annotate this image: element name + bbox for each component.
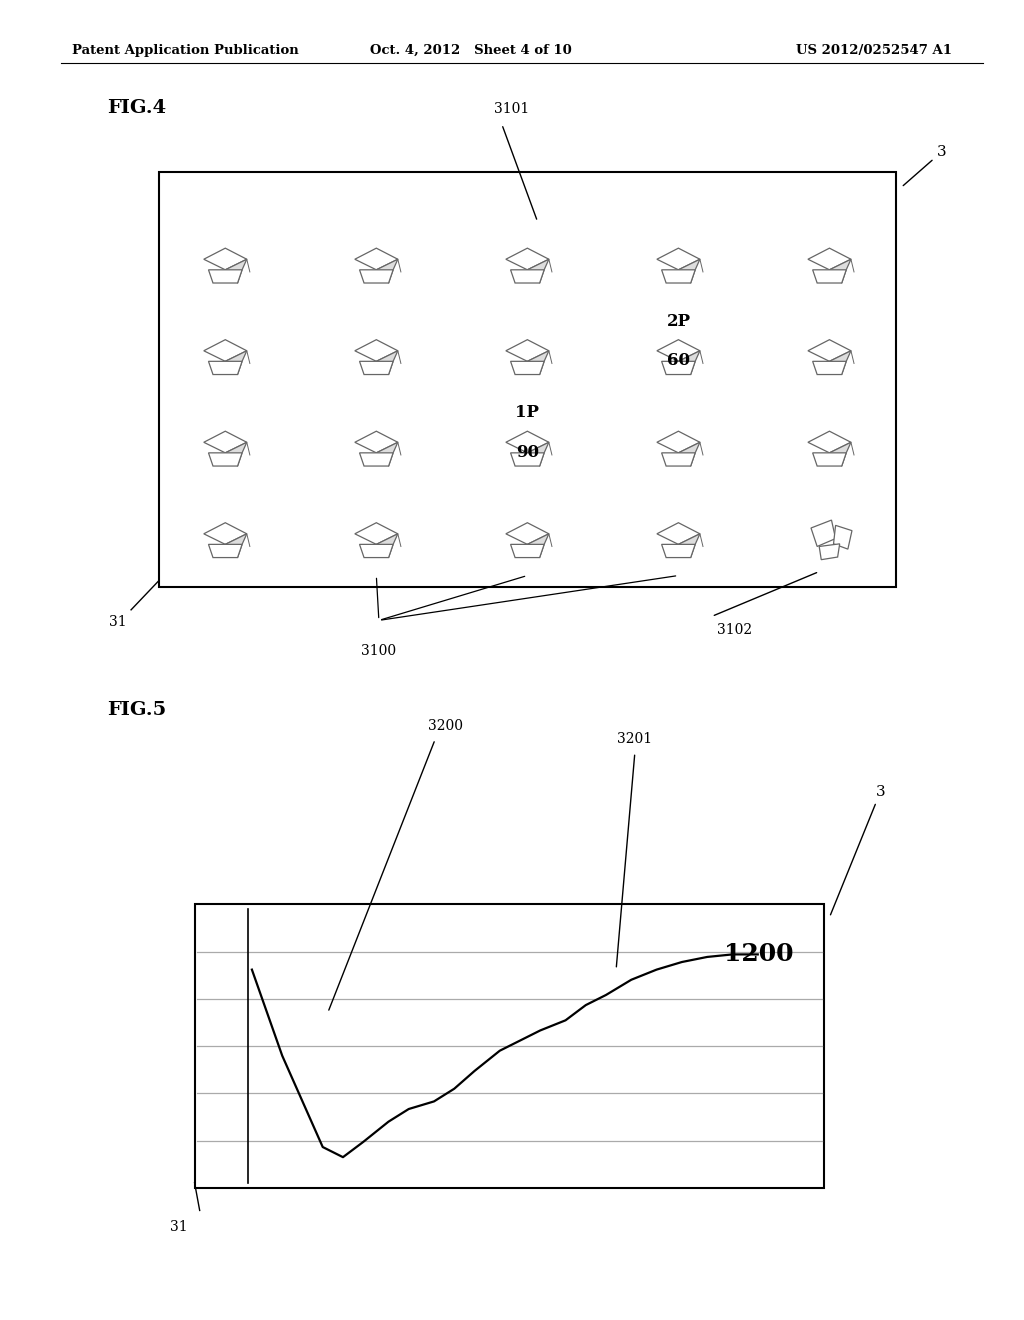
Text: 90: 90 — [516, 444, 539, 461]
Polygon shape — [225, 259, 247, 282]
Polygon shape — [811, 520, 836, 546]
Text: 31: 31 — [170, 1220, 188, 1234]
Bar — [159, 172, 896, 587]
Polygon shape — [679, 351, 700, 375]
Text: 3102: 3102 — [717, 623, 752, 638]
Polygon shape — [662, 453, 695, 466]
Polygon shape — [662, 362, 695, 375]
Polygon shape — [657, 432, 700, 453]
Polygon shape — [808, 432, 851, 453]
Polygon shape — [204, 339, 247, 362]
Polygon shape — [813, 269, 846, 282]
Polygon shape — [829, 442, 851, 466]
Polygon shape — [511, 453, 544, 466]
Polygon shape — [829, 351, 851, 375]
Text: US 2012/0252547 A1: US 2012/0252547 A1 — [797, 44, 952, 57]
Polygon shape — [819, 544, 840, 560]
Text: 3100: 3100 — [361, 644, 396, 659]
Polygon shape — [527, 259, 549, 282]
Polygon shape — [808, 339, 851, 362]
Polygon shape — [377, 259, 398, 282]
Bar — [195, 904, 824, 1188]
Text: 31: 31 — [109, 615, 127, 630]
Polygon shape — [377, 533, 398, 557]
Polygon shape — [662, 544, 695, 557]
Polygon shape — [679, 442, 700, 466]
Text: 1P: 1P — [515, 404, 540, 421]
Polygon shape — [355, 523, 398, 544]
Polygon shape — [679, 533, 700, 557]
Polygon shape — [506, 523, 549, 544]
Polygon shape — [204, 523, 247, 544]
Polygon shape — [377, 351, 398, 375]
Text: 3: 3 — [903, 145, 946, 186]
Polygon shape — [225, 533, 247, 557]
Polygon shape — [209, 269, 242, 282]
Polygon shape — [209, 544, 242, 557]
Polygon shape — [813, 453, 846, 466]
Polygon shape — [359, 453, 393, 466]
Polygon shape — [355, 339, 398, 362]
Polygon shape — [511, 544, 544, 557]
Polygon shape — [377, 442, 398, 466]
Polygon shape — [355, 248, 398, 269]
Polygon shape — [225, 442, 247, 466]
Polygon shape — [813, 362, 846, 375]
Polygon shape — [657, 339, 700, 362]
Polygon shape — [506, 339, 549, 362]
Polygon shape — [834, 525, 852, 549]
Polygon shape — [679, 259, 700, 282]
Polygon shape — [359, 544, 393, 557]
Polygon shape — [209, 362, 242, 375]
Polygon shape — [506, 432, 549, 453]
Polygon shape — [527, 533, 549, 557]
Polygon shape — [225, 351, 247, 375]
Polygon shape — [209, 453, 242, 466]
Text: FIG.5: FIG.5 — [108, 701, 167, 719]
Polygon shape — [527, 442, 549, 466]
Polygon shape — [355, 432, 398, 453]
Text: 3: 3 — [830, 785, 885, 915]
Polygon shape — [527, 351, 549, 375]
Polygon shape — [511, 269, 544, 282]
Text: 2P: 2P — [667, 313, 690, 330]
Polygon shape — [657, 523, 700, 544]
Text: 1200: 1200 — [724, 942, 794, 966]
Text: Patent Application Publication: Patent Application Publication — [72, 44, 298, 57]
Polygon shape — [662, 269, 695, 282]
Text: 3200: 3200 — [428, 718, 463, 733]
Polygon shape — [204, 248, 247, 269]
Text: FIG.4: FIG.4 — [108, 99, 167, 117]
Polygon shape — [829, 259, 851, 282]
Text: 60: 60 — [667, 352, 690, 370]
Text: 3101: 3101 — [495, 102, 529, 116]
Polygon shape — [506, 248, 549, 269]
Text: 3201: 3201 — [617, 731, 652, 746]
Polygon shape — [657, 248, 700, 269]
Polygon shape — [204, 432, 247, 453]
Polygon shape — [359, 362, 393, 375]
Polygon shape — [808, 248, 851, 269]
Polygon shape — [511, 362, 544, 375]
Polygon shape — [359, 269, 393, 282]
Text: Oct. 4, 2012   Sheet 4 of 10: Oct. 4, 2012 Sheet 4 of 10 — [370, 44, 572, 57]
